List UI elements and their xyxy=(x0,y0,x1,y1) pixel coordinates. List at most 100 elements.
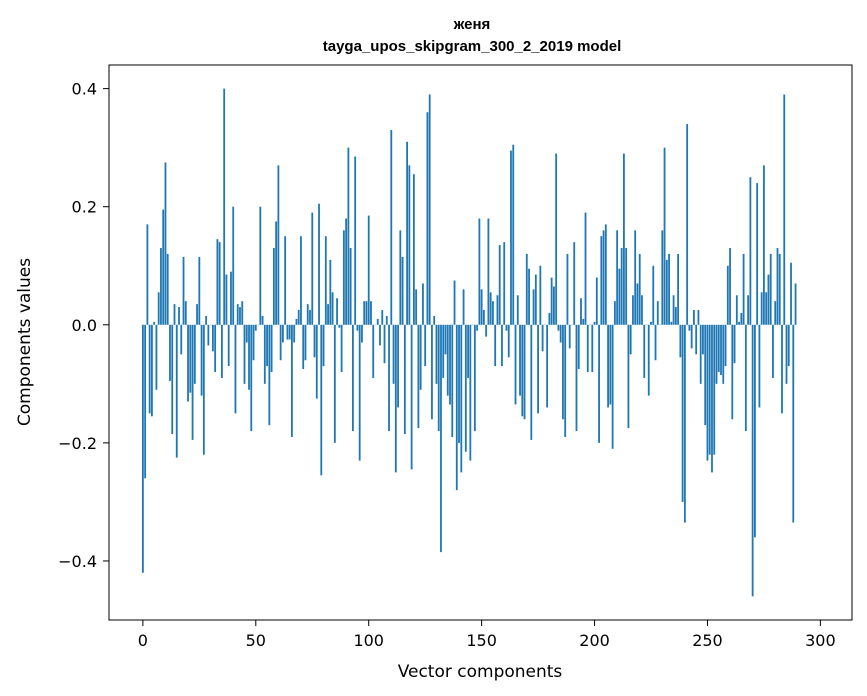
bar-259 xyxy=(726,265,729,325)
bar-183 xyxy=(555,153,558,325)
bar-248 xyxy=(702,324,704,355)
bar-288 xyxy=(792,324,795,523)
bar-145 xyxy=(469,324,472,461)
bar-67 xyxy=(293,324,296,343)
bar-38 xyxy=(227,324,230,367)
bar-214 xyxy=(625,248,628,325)
bar-133 xyxy=(442,324,445,378)
y-axis: −0.4 −0.2 0.0 0.2 0.4 xyxy=(58,80,109,571)
bar-57 xyxy=(270,324,273,373)
bar-226 xyxy=(652,265,655,325)
bar-95 xyxy=(356,324,359,331)
bar-88 xyxy=(340,324,343,373)
bar-143 xyxy=(464,324,467,452)
bar-287 xyxy=(790,262,792,325)
bar-7 xyxy=(157,292,160,325)
bar-8 xyxy=(160,248,162,325)
bar-9 xyxy=(162,209,165,325)
bar-35 xyxy=(221,324,223,378)
bar-13 xyxy=(171,324,174,435)
bar-117 xyxy=(406,141,409,325)
bar-69 xyxy=(297,310,300,325)
bar-180 xyxy=(548,312,551,325)
bar-39 xyxy=(230,271,232,325)
bar-47 xyxy=(248,324,250,390)
bar-193 xyxy=(577,324,580,370)
bar-281 xyxy=(776,248,779,325)
x-axis-label: Vector components xyxy=(398,662,563,682)
bar-158 xyxy=(498,245,501,325)
bar-127 xyxy=(428,94,431,325)
bar-99 xyxy=(365,301,368,325)
bar-3 xyxy=(148,324,151,414)
bar-45 xyxy=(243,324,246,384)
bar-19 xyxy=(184,301,187,325)
bar-273 xyxy=(758,324,761,408)
bar-152 xyxy=(485,324,488,337)
bar-171 xyxy=(528,268,530,325)
bar-86 xyxy=(336,298,338,325)
bar-32 xyxy=(214,324,217,373)
bar-21 xyxy=(189,324,192,393)
bar-246 xyxy=(697,310,700,325)
y-tick-label-3: 0.2 xyxy=(72,198,97,217)
bar-25 xyxy=(198,256,201,325)
bar-63 xyxy=(284,236,287,325)
bar-54 xyxy=(263,324,266,384)
bar-166 xyxy=(516,295,519,325)
bar-91 xyxy=(347,147,350,325)
bar-12 xyxy=(169,324,171,381)
y-tick-label-4: 0.4 xyxy=(72,80,97,99)
bar-272 xyxy=(756,183,759,325)
bar-29 xyxy=(207,324,210,346)
bar-160 xyxy=(503,242,506,325)
bar-102 xyxy=(372,324,375,378)
bar-75 xyxy=(311,212,314,325)
bar-142 xyxy=(462,289,465,325)
bar-252 xyxy=(711,324,713,473)
bar-280 xyxy=(774,301,777,325)
bar-256 xyxy=(720,324,722,375)
bar-40 xyxy=(232,206,235,325)
bar-231 xyxy=(663,147,666,325)
bar-78 xyxy=(318,203,320,325)
bar-44 xyxy=(241,301,244,325)
bar-49 xyxy=(252,324,255,361)
bar-128 xyxy=(431,324,433,420)
bar-130 xyxy=(435,324,438,384)
bar-136 xyxy=(449,324,451,405)
bar-265 xyxy=(740,312,743,325)
bar-60 xyxy=(277,165,280,325)
bar-23 xyxy=(193,324,196,384)
bar-4 xyxy=(151,324,153,417)
bar-150 xyxy=(480,289,483,325)
bar-242 xyxy=(688,324,691,331)
bar-101 xyxy=(370,301,372,325)
bar-199 xyxy=(591,324,594,373)
bar-241 xyxy=(686,124,689,325)
bar-115 xyxy=(401,256,404,325)
chart-title: женя xyxy=(453,16,491,33)
bar-211 xyxy=(618,268,621,325)
bar-85 xyxy=(333,324,336,443)
bar-202 xyxy=(598,324,600,443)
x-tick-label-50: 50 xyxy=(246,631,266,650)
bar-149 xyxy=(478,218,481,325)
bar-84 xyxy=(331,292,334,325)
bar-53 xyxy=(261,315,264,325)
bar-260 xyxy=(729,248,731,325)
bar-70 xyxy=(300,236,302,325)
y-axis-label: Components values xyxy=(15,258,35,426)
bar-90 xyxy=(345,218,348,325)
bar-109 xyxy=(388,324,390,432)
bar-284 xyxy=(783,94,786,325)
bar-41 xyxy=(234,324,237,414)
bar-232 xyxy=(665,259,668,325)
bar-137 xyxy=(451,324,454,437)
bar-153 xyxy=(487,218,490,325)
bar-227 xyxy=(654,324,657,361)
y-tick-label-0: −0.4 xyxy=(58,552,97,571)
bar-92 xyxy=(349,248,352,325)
